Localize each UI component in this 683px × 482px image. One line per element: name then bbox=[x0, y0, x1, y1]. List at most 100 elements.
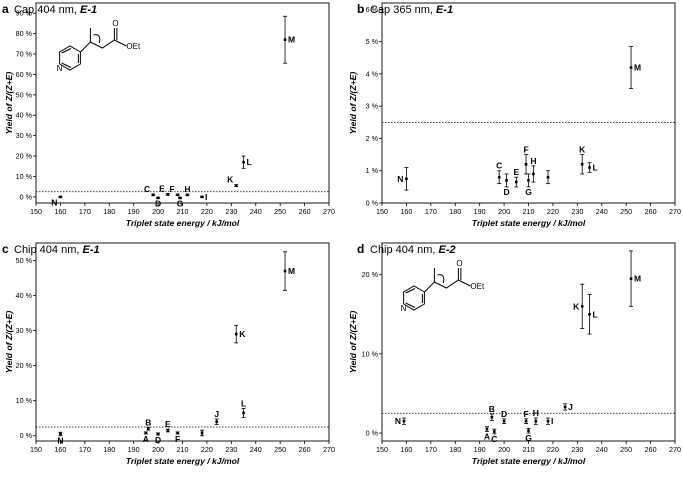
data-point-I: I bbox=[200, 428, 205, 438]
data-point-A: A bbox=[484, 426, 490, 441]
data-point-D: D bbox=[155, 432, 161, 445]
title-text: Cap 404 nm, bbox=[14, 4, 80, 16]
point-label: K bbox=[239, 329, 246, 339]
point-label: B bbox=[145, 417, 151, 427]
point-label: F bbox=[523, 145, 528, 155]
data-marker bbox=[629, 66, 633, 69]
x-tick-label: 170 bbox=[79, 445, 91, 454]
x-tick-label: 190 bbox=[474, 445, 486, 454]
x-tick-label: 180 bbox=[449, 445, 461, 454]
chart-panel-c: c Chip 404 nm, E-1 150 160 170 180 190 200 210 22… bbox=[2, 242, 335, 466]
y-tick-label: 40 % bbox=[16, 291, 33, 300]
data-point-H: H bbox=[530, 156, 536, 183]
data-point-L: L bbox=[241, 155, 252, 169]
point-label: J bbox=[568, 402, 573, 412]
y-tick-label: 4 % bbox=[366, 69, 379, 78]
data-point-G: G bbox=[525, 427, 532, 443]
data-point-N: N bbox=[57, 431, 63, 446]
point-label: M bbox=[288, 266, 295, 276]
point-label: K bbox=[573, 301, 580, 311]
data-point-A: A bbox=[143, 431, 149, 444]
ester-label: OEt bbox=[126, 42, 141, 51]
data-point-I: I bbox=[200, 192, 207, 202]
point-label: G bbox=[177, 199, 184, 209]
data-marker bbox=[200, 195, 204, 199]
data-marker bbox=[151, 193, 155, 197]
x-tick-label: 150 bbox=[30, 207, 42, 216]
y-tick-label: 10 % bbox=[16, 396, 33, 405]
data-point-M: M bbox=[283, 251, 295, 291]
x-tick-label: 240 bbox=[250, 207, 262, 216]
x-tick-label: 260 bbox=[645, 207, 657, 216]
point-label: D bbox=[503, 187, 509, 197]
data-marker bbox=[242, 411, 245, 415]
x-tick-label: 180 bbox=[103, 445, 115, 454]
point-label: E bbox=[165, 419, 171, 429]
x-tick-label: 220 bbox=[201, 207, 213, 216]
data-marker bbox=[200, 431, 204, 435]
point-label: H bbox=[530, 156, 536, 166]
data-marker bbox=[532, 172, 535, 176]
x-tick-label: 200 bbox=[152, 207, 164, 216]
x-tick-label: 150 bbox=[30, 445, 42, 454]
point-label: L bbox=[593, 163, 598, 173]
point-label: I bbox=[205, 192, 207, 202]
point-label: K bbox=[227, 175, 234, 185]
data-marker bbox=[144, 431, 148, 435]
data-point-F: F bbox=[175, 431, 180, 444]
data-marker bbox=[588, 312, 591, 316]
point-label: F bbox=[175, 434, 180, 444]
data-point-L: L bbox=[241, 398, 246, 418]
y-tick-label: 2 % bbox=[366, 134, 379, 143]
data-point-K: K bbox=[579, 145, 586, 175]
point-label: H bbox=[184, 184, 190, 194]
y-tick-label: 3 % bbox=[366, 102, 379, 111]
title-compound: E-2 bbox=[438, 244, 455, 256]
title-text: Cap 365 nm, bbox=[370, 4, 436, 16]
x-tick-label: 270 bbox=[323, 445, 335, 454]
x-tick-label: 230 bbox=[225, 445, 237, 454]
y-tick-label: 50 % bbox=[16, 256, 33, 265]
data-marker bbox=[502, 419, 506, 423]
data-marker bbox=[283, 269, 287, 273]
x-tick-label: 270 bbox=[669, 445, 681, 454]
panel-letter: c bbox=[2, 242, 9, 256]
molecule-structure: O OEt N bbox=[57, 19, 141, 73]
y-tick-label: 1 % bbox=[366, 166, 379, 175]
point-label: L bbox=[241, 398, 246, 408]
x-tick-label: 210 bbox=[523, 445, 535, 454]
data-point-E: E bbox=[513, 167, 519, 188]
data-marker bbox=[524, 419, 528, 423]
data-marker bbox=[514, 180, 518, 184]
x-tick-label: 190 bbox=[474, 207, 486, 216]
title-compound: E-1 bbox=[80, 4, 97, 16]
x-tick-label: 260 bbox=[299, 445, 311, 454]
nitrogen-label: N bbox=[401, 304, 407, 313]
point-label: E bbox=[159, 184, 165, 194]
data-marker bbox=[176, 193, 179, 197]
data-marker bbox=[493, 430, 496, 433]
point-label: D bbox=[155, 199, 161, 209]
point-label: E bbox=[513, 167, 519, 177]
data-marker bbox=[59, 195, 62, 199]
data-point-G: G bbox=[525, 173, 532, 197]
data-marker bbox=[563, 405, 567, 409]
x-tick-label: 160 bbox=[54, 207, 66, 216]
point-label: M bbox=[634, 63, 641, 73]
x-tick-label: 210 bbox=[523, 207, 535, 216]
oxygen-label: O bbox=[456, 259, 462, 268]
point-label: A bbox=[484, 431, 490, 441]
y-tick-label: 20 % bbox=[362, 270, 379, 279]
data-point-N: N bbox=[395, 416, 406, 426]
data-marker bbox=[527, 429, 530, 433]
data-marker bbox=[156, 196, 160, 200]
x-tick-label: 180 bbox=[103, 207, 115, 216]
data-point-F: F bbox=[169, 184, 180, 197]
x-tick-label: 210 bbox=[177, 445, 189, 454]
data-marker bbox=[176, 431, 179, 435]
x-tick-label: 190 bbox=[128, 445, 140, 454]
data-point-N: N bbox=[51, 195, 63, 207]
point-label: F bbox=[523, 409, 528, 419]
x-tick-label: 270 bbox=[669, 207, 681, 216]
x-tick-label: 150 bbox=[376, 445, 388, 454]
